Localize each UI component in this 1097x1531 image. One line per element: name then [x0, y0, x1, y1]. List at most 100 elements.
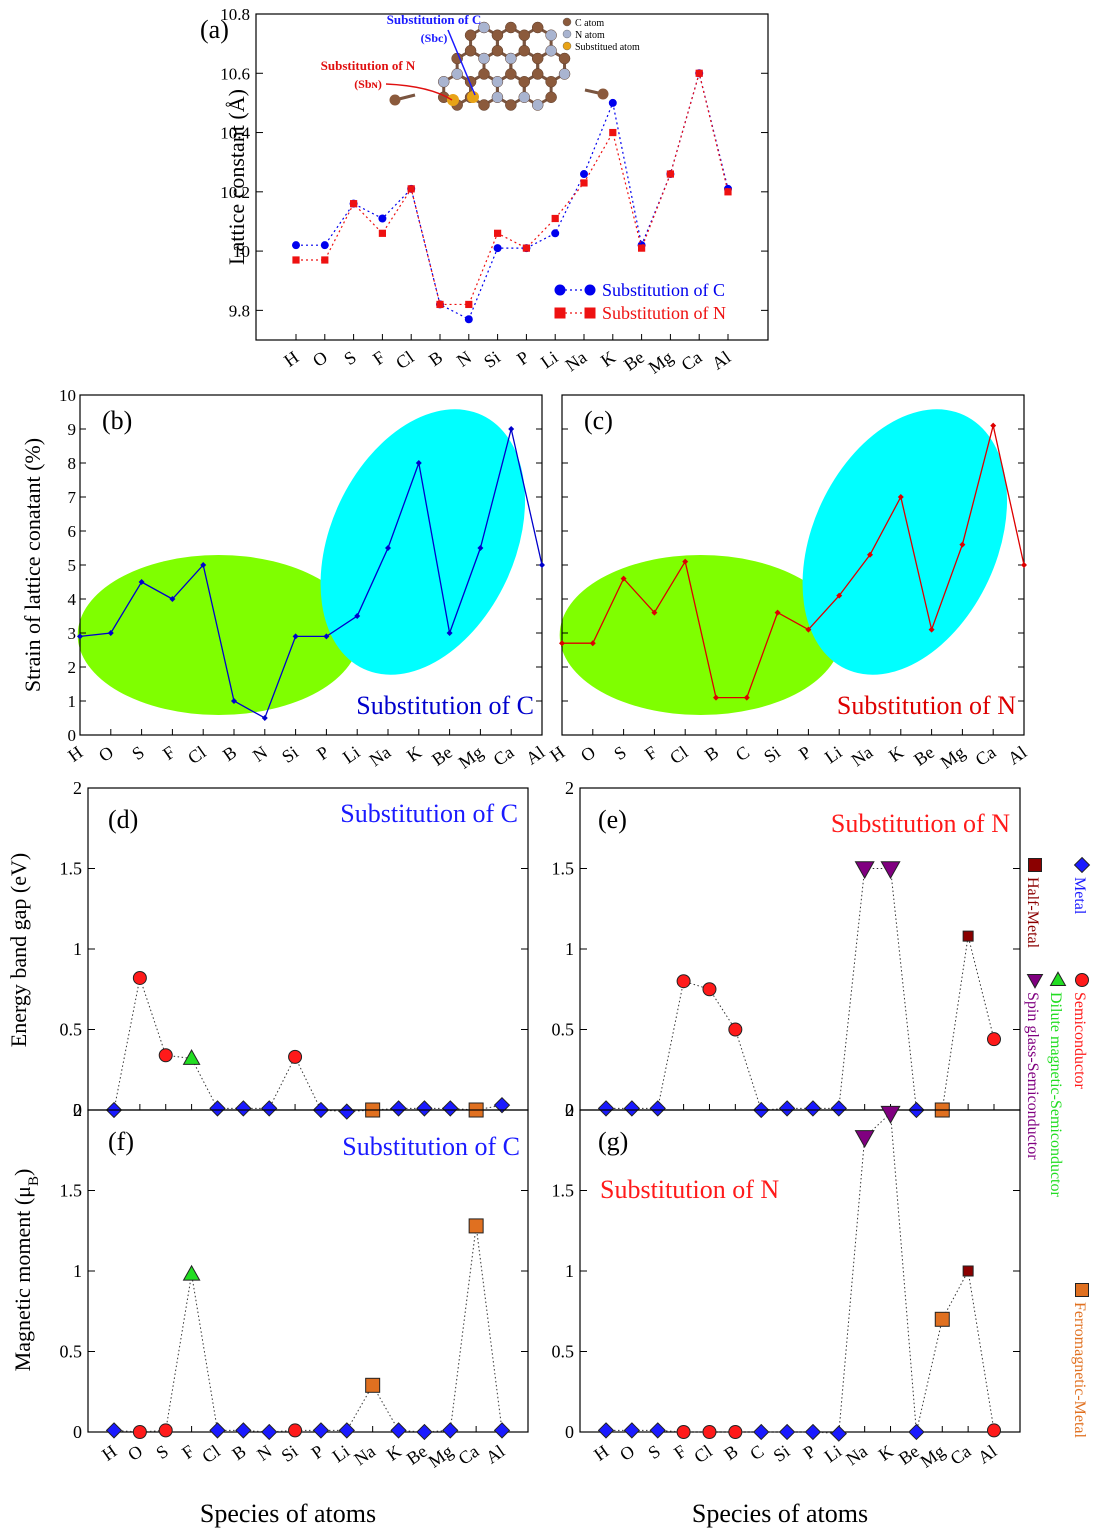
n-atom	[491, 91, 504, 103]
panel-label: (e)	[598, 805, 627, 834]
y-axis-label-end: )	[10, 1169, 35, 1176]
data-point	[928, 626, 935, 633]
data-point-square	[522, 244, 530, 252]
y-axis-label: Lattice constant (Å)	[224, 89, 249, 265]
data-point-circle	[676, 974, 691, 989]
data-point-circle	[728, 1022, 743, 1037]
y-tick-label: 1.5	[60, 859, 83, 879]
legend-label: Half-Metal	[1024, 877, 1041, 949]
data-point-square	[962, 930, 974, 942]
x-tick-label: Li	[821, 742, 846, 768]
x-tick-label: H	[280, 347, 302, 371]
series-line	[79, 428, 543, 719]
y-tick-label: 0	[73, 1100, 82, 1120]
n-atom	[558, 68, 571, 80]
data-point-square	[609, 128, 617, 137]
x-tick-label: S	[128, 742, 148, 764]
x-tick-label: N	[453, 347, 475, 371]
data-point-circle	[132, 1425, 147, 1439]
structure-inset: Substitution of C (Sbc) Substitution of N (…	[321, 12, 640, 111]
x-tick-label: Be	[428, 742, 456, 770]
y-tick-label: 2	[73, 1100, 82, 1120]
data-point-diamond	[390, 1100, 407, 1117]
x-tick-label: H	[98, 1441, 120, 1465]
data-point	[651, 609, 658, 616]
x-tick-label: Ca	[972, 742, 1000, 770]
y-tick-label: 0	[565, 1422, 574, 1442]
data-point	[169, 596, 176, 602]
data-point-circle	[292, 241, 300, 250]
legend-label: Spin glass-Semiconductor	[1024, 992, 1041, 1160]
data-point	[990, 422, 997, 429]
x-tick-label: Mg	[425, 1441, 457, 1472]
y-tick-label: 1	[565, 939, 574, 959]
y-tick-label: 0	[565, 1100, 574, 1120]
group-ellipse-metal	[802, 409, 1008, 675]
y-tick-label: 1	[73, 1261, 82, 1281]
data-point-diamond	[261, 1100, 278, 1117]
n-atom	[451, 68, 463, 80]
x-tick-label: P	[795, 742, 815, 764]
c-atom	[558, 52, 571, 65]
y-axis-label: Strain of lattice conatant (%)	[20, 438, 45, 692]
panel-d-frame	[87, 787, 529, 1111]
data-point-diamond	[416, 1423, 433, 1441]
series-line	[606, 1112, 995, 1435]
x-tick-label: Li	[537, 347, 562, 373]
data-point	[323, 633, 330, 640]
x-tick-label: Na	[562, 347, 591, 375]
panel-label: (g)	[598, 1127, 628, 1156]
y-tick-label: 1.5	[552, 1181, 575, 1201]
c-atom	[505, 21, 517, 34]
panel-annotation: Substitution of N	[600, 1175, 779, 1204]
data-point-circle	[158, 1423, 173, 1438]
x-tick-label: Na	[842, 1441, 871, 1469]
panel-annotation: Substitution of N	[837, 691, 1016, 720]
y-axis-label: Magnetic moment (μB)	[10, 1169, 42, 1372]
data-point-square	[934, 1311, 950, 1327]
data-point-diamond	[416, 1100, 433, 1117]
x-tick-label: P	[800, 1441, 820, 1463]
c-atom	[464, 29, 477, 41]
inset-legend-label: C atom	[575, 18, 604, 29]
data-point-diamond	[493, 1096, 511, 1114]
y-tick-label: 2	[68, 658, 77, 677]
data-point-square	[436, 300, 444, 309]
c-atom	[545, 76, 557, 88]
n-atom	[545, 45, 557, 57]
data-point-diamond	[338, 1422, 355, 1439]
data-point	[805, 626, 812, 633]
data-point-square	[292, 256, 300, 264]
data-point	[589, 640, 596, 647]
data-point-square	[321, 256, 329, 264]
c-atom	[597, 88, 609, 100]
data-point-square	[378, 229, 386, 237]
y-tick-label: 0.5	[552, 1020, 575, 1040]
x-tick-label: C	[746, 1441, 767, 1464]
data-point-diamond	[778, 1100, 796, 1117]
data-point-circle	[608, 98, 617, 107]
x-tick-label: B	[219, 742, 240, 765]
data-point-circle	[464, 315, 473, 324]
data-point-diamond	[390, 1422, 407, 1439]
data-point	[620, 575, 627, 582]
n-atom	[478, 21, 490, 34]
series-line	[606, 868, 995, 1111]
legend-marker	[1073, 856, 1091, 874]
n-atom	[437, 76, 450, 88]
data-point-diamond	[623, 1422, 641, 1439]
x-tick-label: F	[641, 742, 661, 764]
data-point-square	[494, 229, 502, 237]
x-tick-label: F	[369, 347, 389, 369]
legend-marker	[1075, 973, 1089, 987]
x-tick-label: Be	[910, 742, 938, 770]
x-tick-label: Na	[350, 1441, 379, 1469]
x-tick-label: O	[95, 742, 117, 766]
data-point-circle	[702, 1425, 717, 1439]
x-tick-label: Al	[974, 1441, 1000, 1468]
x-tick-label: K	[597, 347, 619, 371]
x-tick-label: Ca	[678, 347, 706, 375]
x-tick-label: Li	[339, 742, 364, 768]
legend-marker	[1026, 973, 1044, 989]
y-tick-label: 1	[68, 692, 77, 711]
